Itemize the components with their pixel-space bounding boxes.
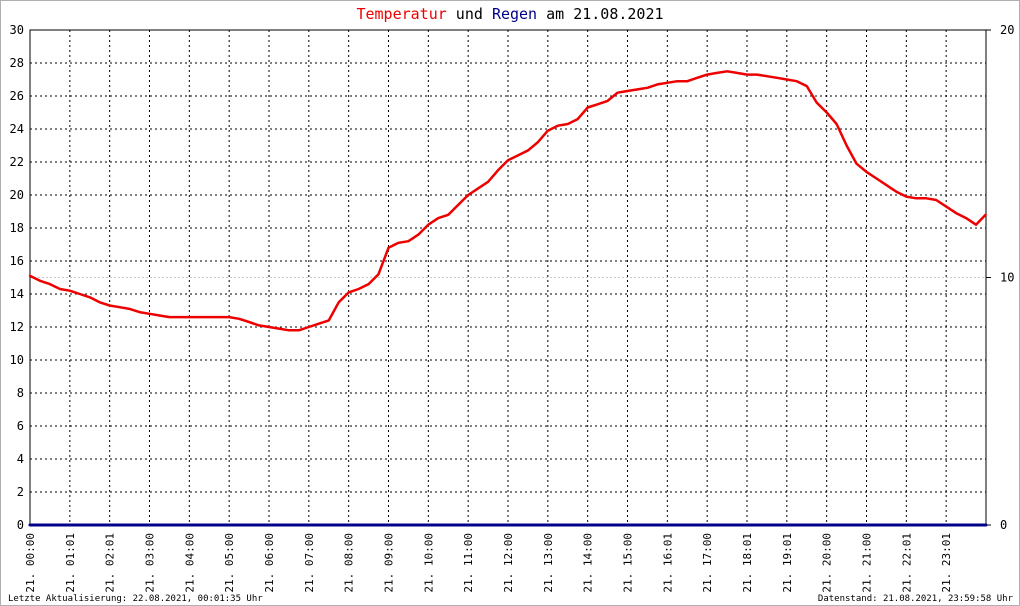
y-left-tick-label: 20	[10, 188, 24, 202]
x-tick-label: 21. 16:01	[661, 533, 674, 593]
title-temperature: Temperatur	[356, 5, 446, 23]
x-tick-label: 21. 19:01	[781, 533, 794, 593]
y-left-tick-label: 18	[10, 221, 24, 235]
y-left-tick-label: 30	[10, 23, 24, 37]
x-tick-label: 21. 17:00	[701, 533, 714, 593]
x-tick-label: 21. 22:01	[900, 533, 913, 593]
y-left-tick-label: 14	[10, 287, 24, 301]
x-tick-label: 21. 23:01	[940, 533, 953, 593]
y-left-tick-label: 24	[10, 122, 24, 136]
x-tick-label: 21. 08:00	[343, 533, 356, 593]
x-tick-label: 21. 11:00	[462, 533, 475, 593]
x-tick-label: 21. 06:00	[263, 533, 276, 593]
series	[28, 70, 988, 527]
y-left-tick-label: 0	[17, 518, 24, 532]
y-left-tick-label: 10	[10, 353, 24, 367]
x-tick-label: 21. 12:00	[502, 533, 515, 593]
y-right-tick-label: 10	[1000, 271, 1014, 285]
series-line-temperatur	[28, 70, 987, 332]
x-tick-label: 21. 03:00	[144, 533, 157, 593]
y-right-tick-label: 20	[1000, 23, 1014, 37]
y-left-tick-label: 8	[17, 386, 24, 400]
title-connector: und	[447, 5, 492, 23]
x-tick-label: 21. 14:00	[582, 533, 595, 593]
y-left-tick-label: 2	[17, 485, 24, 499]
title-rain: Regen	[492, 5, 537, 23]
x-tick-label: 21. 05:00	[223, 533, 236, 593]
footer-last-update: Letzte Aktualisierung: 22.08.2021, 00:01…	[8, 594, 263, 604]
footer-data-status: Datenstand: 21.08.2021, 23:59:58 Uhr	[818, 594, 1014, 604]
x-tick-label: 21. 10:00	[422, 533, 435, 593]
x-tick-label: 21. 02:01	[104, 533, 117, 593]
x-tick-label: 21. 13:00	[542, 533, 555, 593]
x-tick-label: 21. 07:00	[303, 533, 316, 593]
title-date: am 21.08.2021	[537, 5, 663, 23]
x-tick-label: 21. 18:01	[741, 533, 754, 593]
x-tick-label: 21. 20:00	[821, 533, 834, 593]
y-right-tick-label: 0	[1000, 518, 1007, 532]
y-left-tick-label: 22	[10, 155, 24, 169]
y-left-tick-label: 4	[17, 452, 24, 466]
x-tick-label: 21. 04:00	[183, 533, 196, 593]
y-left-tick-label: 16	[10, 254, 24, 268]
y-left-tick-label: 28	[10, 56, 24, 70]
y-left-tick-label: 12	[10, 320, 24, 334]
y-left-tick-label: 26	[10, 89, 24, 103]
x-tick-label: 21. 00:00	[24, 533, 37, 593]
x-tick-label: 21. 01:01	[64, 533, 77, 593]
x-tick-label: 21. 15:00	[622, 533, 635, 593]
x-tick-label: 21. 09:00	[383, 533, 396, 593]
y-left-tick-label: 6	[17, 419, 24, 433]
chart-title: Temperatur und Regen am 21.08.2021	[356, 5, 663, 23]
x-tick-label: 21. 21:00	[861, 533, 874, 593]
